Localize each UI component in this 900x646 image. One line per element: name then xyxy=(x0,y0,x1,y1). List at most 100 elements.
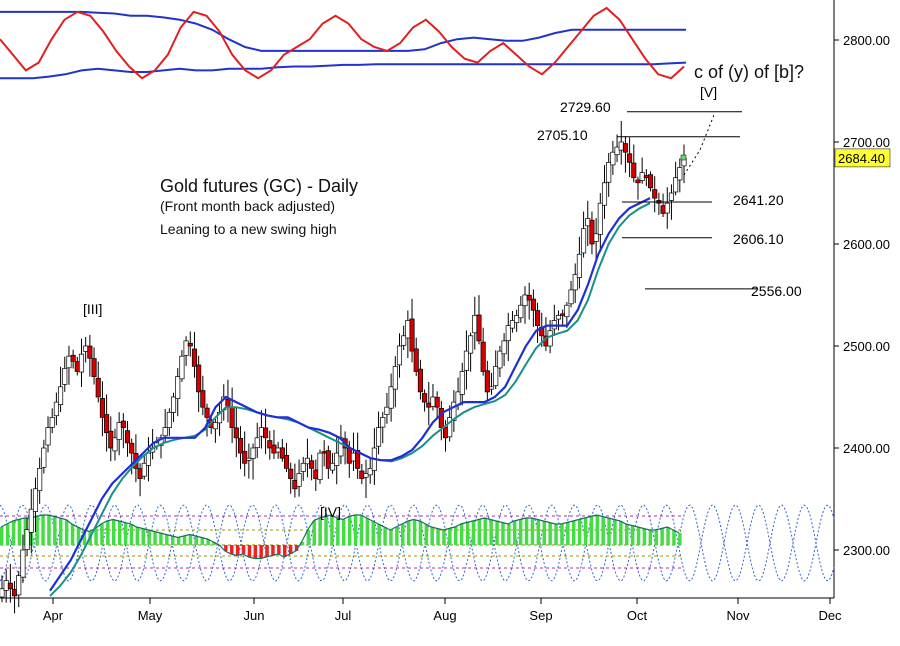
candle-body xyxy=(597,202,603,235)
histogram-bar xyxy=(153,531,157,545)
histogram-bar xyxy=(353,515,358,545)
candle-body xyxy=(484,370,490,393)
candle-body xyxy=(522,294,528,307)
last-price-value: 2684.40 xyxy=(838,151,885,166)
candle-body xyxy=(417,368,423,393)
candle-body xyxy=(70,354,76,362)
histogram-bar xyxy=(501,522,505,545)
candle-body xyxy=(380,417,386,428)
candle-body xyxy=(547,330,553,347)
last-price-tag xyxy=(834,148,891,168)
histogram-bar xyxy=(17,519,22,545)
candle-body xyxy=(254,437,260,449)
histogram-bar xyxy=(359,515,364,545)
oscillator-panel xyxy=(0,6,687,80)
histogram-bar xyxy=(59,518,63,545)
y-tick-label: 2800.00 xyxy=(843,33,890,48)
candle-body xyxy=(501,340,507,355)
cycle-wave-offset xyxy=(0,504,835,582)
cycle-wave xyxy=(0,504,835,582)
candle-body xyxy=(271,444,277,454)
y-tick-label: 2400.00 xyxy=(843,441,890,456)
histogram-bar xyxy=(536,519,541,545)
candle-body xyxy=(555,315,562,320)
histogram-bar xyxy=(572,521,576,545)
wave-label: [III] xyxy=(83,301,102,317)
candle-body xyxy=(635,179,641,184)
histogram-bar xyxy=(424,524,429,545)
histogram-bar xyxy=(53,516,57,545)
histogram-bar xyxy=(660,528,664,545)
candle-body xyxy=(468,335,474,354)
candle-body xyxy=(49,417,55,428)
candle-body xyxy=(225,398,231,408)
histogram-bar xyxy=(283,545,287,557)
histogram-bar xyxy=(459,524,464,545)
candle-body xyxy=(3,580,9,591)
candle-body xyxy=(359,470,365,479)
candle-body xyxy=(124,430,131,444)
wave-labels: [III] [IV] [V] xyxy=(83,84,717,520)
candle-body xyxy=(263,427,269,439)
candle-body xyxy=(66,355,72,369)
histogram-bar xyxy=(106,521,110,545)
histogram-bar xyxy=(601,516,605,545)
candle-body xyxy=(610,151,616,166)
candle-body xyxy=(129,442,135,454)
candle-body xyxy=(267,440,273,449)
candle-body xyxy=(526,294,532,301)
candle-body xyxy=(200,390,206,408)
histogram-bar xyxy=(253,545,258,559)
histogram-bar xyxy=(306,530,311,545)
candle-body xyxy=(438,408,444,428)
candle-body xyxy=(622,143,628,153)
candle-body xyxy=(183,340,189,356)
candle-body xyxy=(233,427,239,439)
histogram-bar xyxy=(82,530,87,545)
histogram-bar xyxy=(176,537,181,545)
candle-body xyxy=(24,529,30,550)
price-level-label: 2606.10 xyxy=(733,231,784,247)
histogram-bar xyxy=(483,518,487,545)
wave-count-label: c of (y) of [b]? xyxy=(694,62,804,82)
candle-body xyxy=(593,233,599,242)
candle-body xyxy=(493,366,499,387)
wave-label: [IV] xyxy=(320,504,341,520)
histogram-bar xyxy=(548,522,552,545)
candle-body xyxy=(325,450,331,469)
x-tick-label: May xyxy=(138,608,163,623)
candle-body xyxy=(74,361,80,372)
histogram-bar xyxy=(200,537,204,545)
histogram-bar xyxy=(471,521,476,545)
cycle-panel xyxy=(0,504,835,582)
histogram-bar xyxy=(371,521,375,545)
candle-body xyxy=(28,508,34,533)
histogram-bar xyxy=(678,533,682,545)
candle-body xyxy=(639,172,645,181)
oscillator-band-lower xyxy=(0,61,687,80)
candle-body xyxy=(162,427,168,437)
candle-body xyxy=(647,174,654,189)
histogram-bar xyxy=(171,536,175,545)
candle-body xyxy=(384,406,390,415)
candle-body xyxy=(321,451,327,454)
candle-body xyxy=(509,320,516,329)
candle-body xyxy=(426,402,432,408)
chart-title: Gold futures (GC) - Daily xyxy=(160,176,358,196)
candle-body xyxy=(576,253,582,278)
histogram-bar xyxy=(583,518,588,545)
price-level-label: 2729.60 xyxy=(560,99,611,115)
candle-body xyxy=(589,219,595,245)
candle-body xyxy=(279,447,285,459)
histogram-bar xyxy=(135,527,140,545)
histogram-bar xyxy=(642,528,647,545)
candle-body xyxy=(430,396,436,407)
histogram-bar xyxy=(430,527,434,545)
histogram-bar xyxy=(489,519,493,545)
x-tick-label: Jun xyxy=(244,608,265,623)
histogram-bar xyxy=(35,516,39,545)
candle-body xyxy=(434,396,440,408)
candle-body xyxy=(643,175,649,179)
histogram-bar xyxy=(465,522,470,545)
candle-body xyxy=(7,582,13,590)
